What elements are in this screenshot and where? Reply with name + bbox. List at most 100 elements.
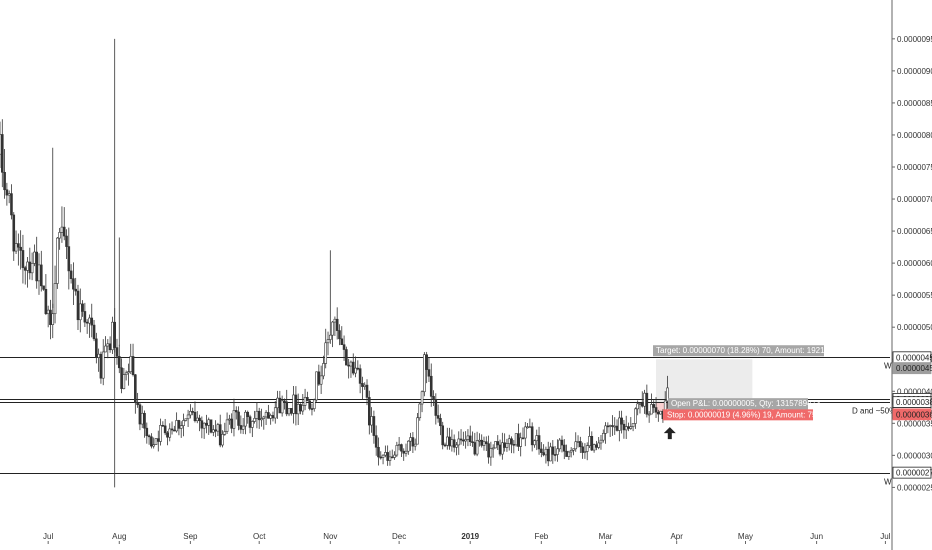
x-axis: Jul Aug Sep Oct Nov Dec 2019 Feb Mar Apr May Jun Jul xyxy=(43,532,891,544)
candle-body xyxy=(452,439,456,448)
candle-body xyxy=(276,397,279,409)
candle-body xyxy=(342,344,346,350)
candle-body xyxy=(78,303,82,321)
candle-body xyxy=(331,321,334,336)
candle-body xyxy=(406,440,410,452)
candle-body xyxy=(39,264,43,287)
position-tool[interactable]: Target: 0.00000070 (18.28%) 70, Amount: … xyxy=(653,345,836,440)
candle-body xyxy=(574,441,578,450)
candle-body xyxy=(622,423,626,431)
y-tick-label: 0.00000550 xyxy=(897,291,932,300)
candle-body xyxy=(290,408,293,414)
candle-body xyxy=(108,343,112,351)
candle-body xyxy=(83,311,87,323)
y-tick-label: 0.00000250 xyxy=(897,483,932,492)
candle-body xyxy=(193,411,197,422)
candle-body xyxy=(480,439,484,446)
candle-body xyxy=(234,410,238,413)
candle-body xyxy=(629,426,633,429)
candle-body xyxy=(237,411,240,426)
candle-body xyxy=(462,439,465,442)
candle-body xyxy=(90,317,94,326)
candle-body xyxy=(205,422,208,426)
candle-body xyxy=(175,420,178,432)
candle-body xyxy=(487,443,490,458)
candle-body xyxy=(216,424,220,432)
candle-body xyxy=(120,367,123,389)
candle-body xyxy=(459,438,463,441)
candle-body xyxy=(129,356,133,372)
candle-body xyxy=(523,426,527,439)
stop-banner xyxy=(663,409,813,421)
candle-body xyxy=(292,394,295,414)
candle-body xyxy=(425,354,428,370)
x-tick-label: Aug xyxy=(112,532,126,541)
candle-body xyxy=(576,441,580,443)
candle-body xyxy=(358,368,362,384)
candle-body xyxy=(35,251,39,282)
x-tick-label: Nov xyxy=(323,532,337,541)
y-tick-label: 0.00000800 xyxy=(897,131,932,140)
candle-body xyxy=(370,416,373,426)
candle-body xyxy=(503,442,506,448)
candle-body xyxy=(397,444,401,446)
candle-body xyxy=(345,349,348,366)
candle-body xyxy=(28,261,32,274)
x-tick-label: May xyxy=(738,532,753,541)
candle-body xyxy=(528,426,532,429)
candle-body xyxy=(85,321,89,324)
candle-body xyxy=(615,425,619,431)
candle-body xyxy=(533,440,536,446)
candle-body xyxy=(319,375,323,385)
candle-body xyxy=(186,414,190,420)
candle-body xyxy=(601,433,605,441)
candle-body xyxy=(445,436,449,446)
y-tick-label: 0.00000850 xyxy=(897,99,932,108)
candle-body xyxy=(131,356,135,376)
candle-body xyxy=(285,401,289,415)
candle-body xyxy=(657,411,660,415)
candle-body xyxy=(636,403,639,410)
candle-body xyxy=(464,439,467,442)
candle-body xyxy=(530,426,534,446)
y-tick-label: 0.00000350 xyxy=(897,419,932,428)
candle-body xyxy=(507,438,511,444)
candle-body xyxy=(0,134,2,155)
candle-body xyxy=(7,193,11,196)
x-tick-label: Mar xyxy=(599,532,613,541)
candle-body xyxy=(519,437,522,447)
candle-body xyxy=(124,372,128,375)
candle-body xyxy=(317,371,321,385)
line-label: W xyxy=(884,478,892,487)
candle-body xyxy=(49,309,52,325)
y-tick-label: 0.00000500 xyxy=(897,323,932,332)
candle-body xyxy=(150,436,153,447)
candle-body xyxy=(62,226,66,237)
candle-body xyxy=(395,445,399,456)
candle-body xyxy=(393,454,396,458)
candle-body xyxy=(99,353,103,379)
candle-body xyxy=(191,411,194,413)
candle-body xyxy=(413,443,417,447)
candle-body xyxy=(115,347,119,357)
candle-body xyxy=(551,446,555,455)
candle-body xyxy=(101,351,105,379)
candle-body xyxy=(572,448,575,451)
candle-body xyxy=(579,441,582,448)
candle-body xyxy=(498,444,502,455)
candle-body xyxy=(308,400,311,409)
candle-body xyxy=(647,413,651,416)
y-tick-label: 0.00000400 xyxy=(897,387,932,396)
candle-body xyxy=(585,445,589,452)
candle-body xyxy=(567,451,571,457)
candle-body xyxy=(74,288,77,292)
candle-body xyxy=(627,426,630,429)
candle-body xyxy=(257,410,261,421)
candle-body xyxy=(556,448,559,455)
candle-body xyxy=(65,235,68,247)
candle-body xyxy=(10,193,13,216)
candle-body xyxy=(329,334,332,340)
candle-body xyxy=(434,399,438,416)
candle-body xyxy=(218,424,222,446)
